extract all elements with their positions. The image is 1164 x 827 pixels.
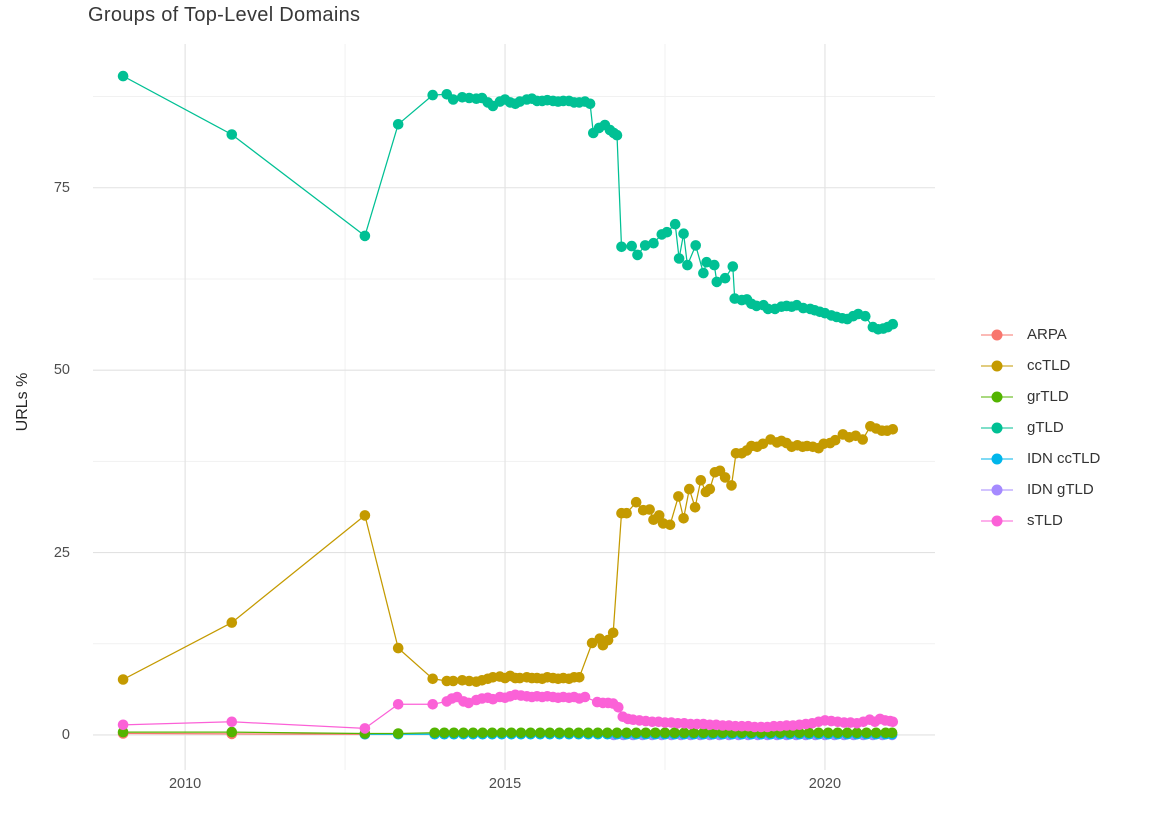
- legend-item-cctld: ccTLD: [981, 350, 1100, 381]
- legend-label-cctld: ccTLD: [1027, 357, 1071, 374]
- legend-key-cctld-icon: [981, 359, 1013, 372]
- legend-label-idn-cctld: IDN ccTLD: [1027, 450, 1101, 467]
- legend-key-idn-gtld-icon: [981, 483, 1013, 496]
- legend: ARPA ccTLD grTLD gTLD IDN ccTLD IDN gTLD sTLD: [981, 319, 1100, 536]
- legend-item-arpa: ARPA: [981, 319, 1100, 350]
- legend-key-arpa-icon: [981, 328, 1013, 341]
- series-gtld-points: [117, 70, 899, 335]
- legend-item-stld: sTLD: [981, 505, 1100, 536]
- legend-label-stld: sTLD: [1027, 512, 1063, 529]
- legend-item-grtld: grTLD: [981, 381, 1100, 412]
- y-tick-label-0: 0: [61, 726, 70, 743]
- legend-item-idn-cctld: IDN ccTLD: [981, 443, 1100, 474]
- legend-label-idn-gtld: IDN gTLD: [1027, 481, 1094, 498]
- legend-item-idn-gtld: IDN gTLD: [981, 474, 1100, 505]
- y-tick-label-50: 50: [53, 362, 70, 379]
- legend-item-gtld: gTLD: [981, 412, 1100, 443]
- legend-label-arpa: ARPA: [1027, 326, 1067, 343]
- legend-key-stld-icon: [981, 514, 1013, 527]
- chart-title: Groups of Top-Level Domains: [88, 4, 361, 26]
- minor-gridlines: [93, 44, 935, 770]
- legend-label-gtld: gTLD: [1027, 419, 1064, 436]
- legend-label-grtld: grTLD: [1027, 388, 1069, 405]
- y-tick-label-25: 25: [53, 544, 70, 561]
- legend-key-gtld-icon: [981, 421, 1013, 434]
- series-stld-points: [117, 689, 899, 734]
- x-tick-label-2010: 2010: [168, 776, 202, 792]
- legend-key-grtld-icon: [981, 390, 1013, 403]
- major-gridlines: [93, 44, 935, 770]
- series-cctld-points: [117, 421, 899, 687]
- x-tick-label-2020: 2020: [808, 776, 842, 792]
- legend-key-idn-cctld-icon: [981, 452, 1013, 465]
- series-gtld-line: [122, 75, 894, 330]
- x-tick-label-2015: 2015: [488, 776, 522, 792]
- y-tick-label-75: 75: [53, 179, 70, 196]
